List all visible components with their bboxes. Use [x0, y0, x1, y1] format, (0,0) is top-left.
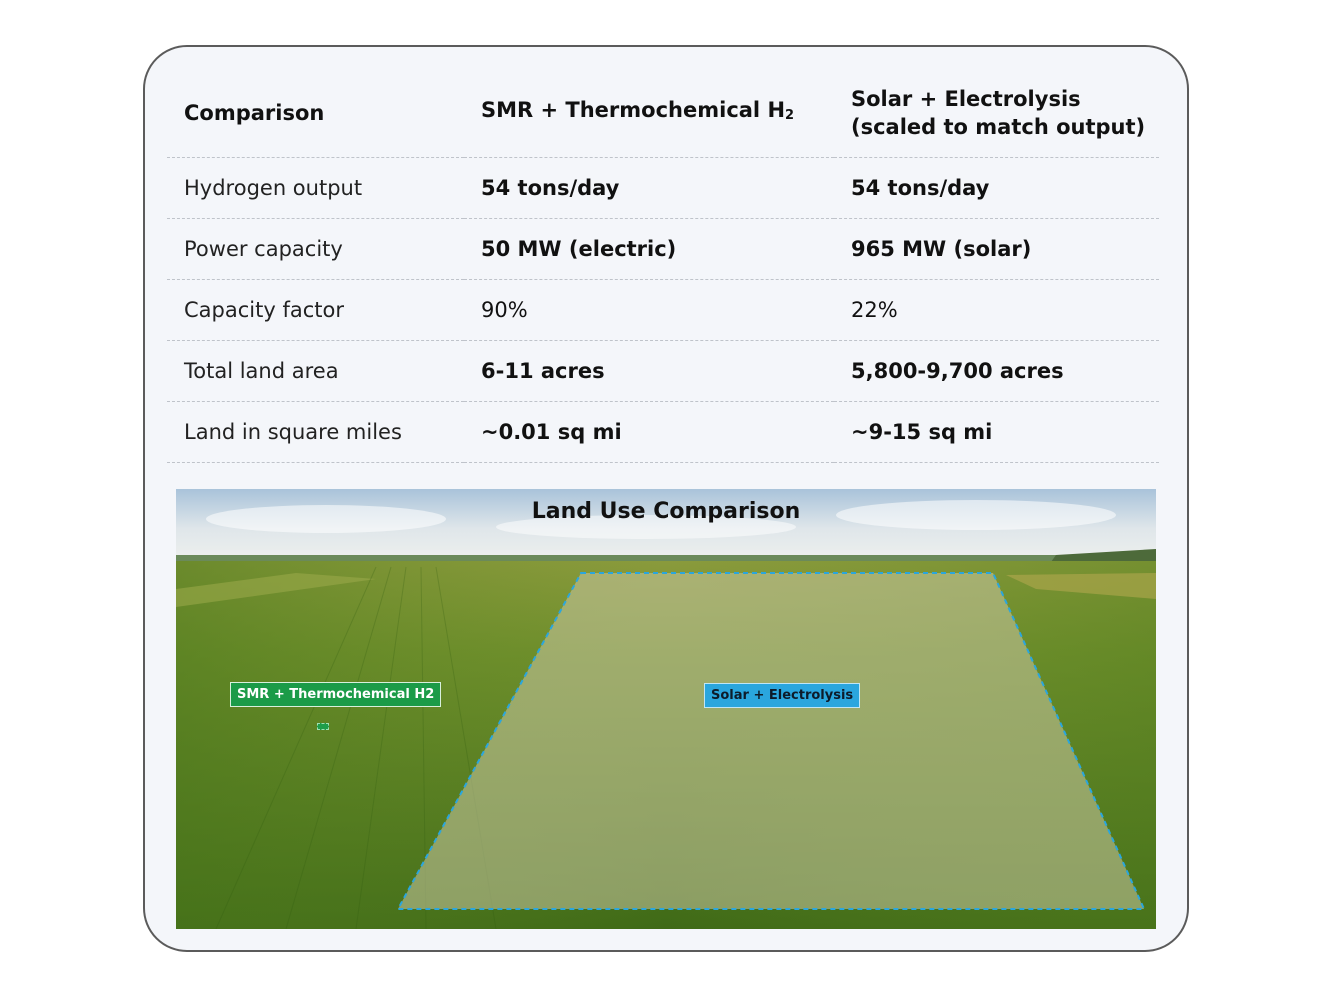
table-header-row: Comparison SMR + Thermochemical H2 Solar…	[167, 69, 1159, 158]
table-row: Total land area 6-11 acres 5,800-9,700 a…	[167, 340, 1159, 402]
smr-value: 6-11 acres	[464, 340, 834, 402]
header-solar-line1: Solar + Electrolysis	[851, 87, 1081, 111]
figure-title: Land Use Comparison	[531, 499, 801, 524]
row-label: Total land area	[167, 340, 464, 402]
header-comparison: Comparison	[167, 69, 464, 158]
header-smr-subscript: 2	[785, 108, 795, 123]
comparison-card: Comparison SMR + Thermochemical H2 Solar…	[143, 45, 1189, 952]
row-label: Land in square miles	[167, 401, 464, 463]
header-solar-line2: (scaled to match output)	[851, 115, 1146, 139]
solar-value: 22%	[834, 279, 1159, 341]
header-smr-text: SMR + Thermochemical H	[481, 98, 786, 122]
comparison-table: Comparison SMR + Thermochemical H2 Solar…	[167, 69, 1159, 463]
solar-value: ~9-15 sq mi	[834, 401, 1159, 463]
table-row: Hydrogen output 54 tons/day 54 tons/day	[167, 157, 1159, 219]
field-photo	[176, 489, 1156, 929]
smr-value: 54 tons/day	[464, 157, 834, 219]
smr-value: 50 MW (electric)	[464, 218, 834, 280]
table-row: Capacity factor 90% 22%	[167, 279, 1159, 341]
row-label: Hydrogen output	[167, 157, 464, 219]
table-row: Land in square miles ~0.01 sq mi ~9-15 s…	[167, 401, 1159, 463]
header-solar: Solar + Electrolysis (scaled to match ou…	[834, 69, 1159, 158]
smr-value: 90%	[464, 279, 834, 341]
smr-value: ~0.01 sq mi	[464, 401, 834, 463]
table-row: Power capacity 50 MW (electric) 965 MW (…	[167, 218, 1159, 280]
row-label: Capacity factor	[167, 279, 464, 341]
solar-area-overlay	[396, 572, 1146, 910]
smr-area-label: SMR + Thermochemical H2	[230, 682, 442, 707]
header-smr: SMR + Thermochemical H2	[464, 69, 834, 158]
solar-area-label: Solar + Electrolysis	[704, 683, 861, 708]
row-label: Power capacity	[167, 218, 464, 280]
land-use-figure: Land Use Comparison SMR + Thermochemical…	[176, 489, 1156, 929]
solar-value: 54 tons/day	[834, 157, 1159, 219]
smr-area-marker	[317, 723, 329, 730]
solar-value: 5,800-9,700 acres	[834, 340, 1159, 402]
solar-value: 965 MW (solar)	[834, 218, 1159, 280]
